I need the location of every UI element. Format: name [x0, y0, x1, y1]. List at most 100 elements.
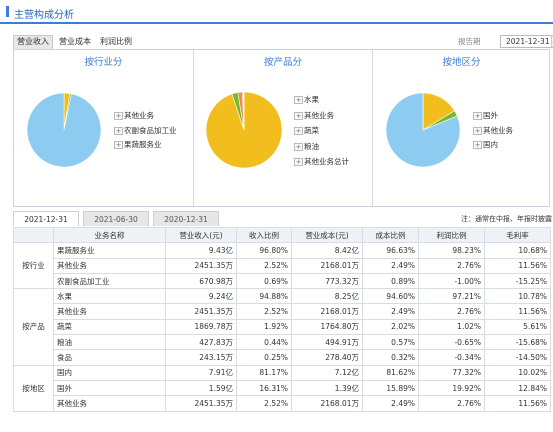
pie-chart-product [205, 91, 283, 169]
expand-plus-icon[interactable]: + [294, 142, 303, 151]
panel-by-industry: 按行业分 其他业务 + 农副食品加工业 + 果蔬服务业 + [14, 50, 193, 206]
tab-revenue[interactable]: 营业收入 [13, 35, 53, 49]
value-cell: 0.57% [362, 334, 419, 351]
date-tab-2020-12-31[interactable]: 2020-12-31 [153, 211, 219, 226]
value-cell: -15.25% [484, 272, 551, 290]
tab-cost[interactable]: 营业成本 [59, 37, 91, 46]
header-business-name: 业务名称 [53, 226, 166, 244]
value-cell: 11.56% [484, 303, 551, 320]
legend-label: 其他业务 [124, 111, 154, 120]
value-cell: 9.43亿 [165, 242, 237, 259]
value-cell: 2168.01万 [291, 303, 363, 320]
table-row: 按地区 国内 7.91亿 81.17% 7.12亿 81.62% 77.32% 10.02% [13, 364, 551, 412]
report-period-label: 报告期 [458, 37, 481, 46]
expand-plus-icon[interactable]: + [294, 127, 303, 135]
value-cell: 94.88% [236, 288, 292, 305]
value-cell: 9.24亿 [165, 288, 237, 305]
value-cell: 2.76% [418, 303, 485, 320]
panel-by-product: 按产品分 水果 + 其他业务 + 蔬菜 + 粮油 + 其他业务总计 + [193, 50, 372, 206]
table-row: 按产品 水果 9.24亿 94.88% 8.25亿 94.60% 97.21% 10.78% [13, 288, 551, 366]
pie-slice [243, 91, 245, 131]
panel-by-region: 按地区分 国外 + 其他业务 + 国内 + [372, 50, 550, 206]
tab-profit-ratio[interactable]: 利润比例 [100, 37, 132, 46]
business-name-cell: 农副食品加工业 [53, 272, 166, 290]
value-cell: 12.84% [484, 379, 551, 397]
business-name-cell: 果蔬服务业 [53, 242, 166, 259]
value-cell: 1.92% [236, 318, 292, 336]
value-cell: 2451.35万 [165, 303, 237, 320]
report-period-value: 2021-12-31 [506, 37, 550, 46]
business-name-cell: 水果 [53, 288, 166, 305]
date-tab-2021-12-31[interactable]: 2021-12-31 [13, 211, 79, 226]
legend-region: 国外 + 其他业务 + 国内 + [473, 111, 549, 151]
value-cell: 15.89% [362, 379, 419, 397]
table-row: 按行业 果蔬服务业 9.43亿 96.80% 8.42亿 96.63% 98.23% 10.6… [13, 242, 551, 290]
report-period-select[interactable]: 2021-12-31 ▼ [500, 35, 553, 48]
metric-tabs: 营业收入 营业成本 利润比例 报告期 2021-12-31 ▼ [13, 35, 553, 49]
pie-chart-region [385, 92, 461, 168]
value-cell: 8.25亿 [291, 288, 363, 305]
legend-label: 其他业务 [304, 110, 334, 120]
table-row: 其他业务 2451.35万 2.52% 2168.01万 2.49% 2.76% 11.56… [14, 303, 551, 320]
table-row: 其他业务 2451.35万 2.52% 2168.01万 2.49% 2.76% 11.56… [14, 395, 551, 412]
value-cell: 96.80% [236, 242, 292, 259]
business-name-cell: 国外 [53, 379, 166, 397]
value-cell: 2.76% [418, 257, 485, 274]
group-label: 按地区 [13, 364, 54, 412]
value-cell: 2168.01万 [291, 257, 363, 274]
header-cost-ratio: 成本比例 [362, 226, 419, 244]
group-label: 按产品 [13, 288, 54, 366]
business-name-cell: 国内 [53, 364, 166, 381]
value-cell: -14.50% [484, 349, 551, 366]
legend-label: 国外 [483, 111, 498, 120]
composition-charts: 按行业分 其他业务 + 农副食品加工业 + 果蔬服务业 + 按产品分 水果 + 其他业务 + 蔬菜… [13, 49, 550, 207]
chevron-down-icon[interactable]: ▼ [551, 36, 553, 47]
legend-label: 国内 [483, 140, 498, 149]
value-cell: 81.62% [362, 364, 419, 381]
value-cell: 16.31% [236, 379, 292, 397]
value-cell: 670.98万 [165, 272, 237, 290]
expand-plus-icon[interactable]: + [114, 126, 123, 135]
business-name-cell: 其他业务 [53, 395, 166, 412]
value-cell: 0.69% [236, 272, 292, 290]
pie-slice [26, 92, 102, 168]
value-cell: 10.78% [484, 288, 551, 305]
value-cell: 427.83万 [165, 334, 237, 351]
expand-plus-icon[interactable]: + [294, 111, 303, 120]
legend-product: 水果 + 其他业务 + 蔬菜 + 粮油 + 其他业务总计 + [294, 95, 372, 167]
value-cell: 11.56% [484, 395, 551, 412]
value-cell: 0.32% [362, 349, 419, 366]
legend-label: 蔬菜 [304, 126, 319, 135]
value-cell: 2451.35万 [165, 395, 237, 412]
date-tab-2021-06-30[interactable]: 2021-06-30 [83, 211, 149, 226]
value-cell: 81.17% [236, 364, 292, 381]
business-name-cell: 其他业务 [53, 257, 166, 274]
value-cell: 98.23% [418, 242, 485, 259]
table-row: 农副食品加工业 670.98万 0.69% 773.32万 0.89% -1.00% -15… [14, 272, 551, 290]
expand-plus-icon[interactable]: + [473, 126, 482, 135]
header-revenue-ratio: 收入比例 [236, 226, 292, 244]
expand-plus-icon[interactable]: + [473, 112, 482, 120]
business-name-cell: 其他业务 [53, 303, 166, 320]
expand-plus-icon[interactable]: + [473, 141, 482, 149]
value-cell: 494.91万 [291, 334, 363, 351]
expand-plus-icon[interactable]: + [114, 141, 123, 149]
value-cell: 1869.78万 [165, 318, 237, 336]
expand-plus-icon[interactable]: + [294, 158, 303, 166]
value-cell: 97.21% [418, 288, 485, 305]
business-name-cell: 食品 [53, 349, 166, 366]
legend-label: 其他业务总计 [304, 157, 349, 166]
value-cell: 773.32万 [291, 272, 363, 290]
value-cell: 7.91亿 [165, 364, 237, 381]
expand-plus-icon[interactable]: + [114, 112, 123, 120]
expand-plus-icon[interactable]: + [294, 96, 303, 104]
composition-table: 业务名称 营业收入(元) 收入比例 营业成本(元) 成本比例 利润比例 毛利率 … [13, 226, 551, 412]
value-cell: -1.00% [418, 272, 485, 290]
panel-title-industry: 按行业分 [84, 57, 123, 68]
value-cell: -0.34% [418, 349, 485, 366]
header-cost: 营业成本(元) [291, 226, 363, 244]
value-cell: 278.40万 [291, 349, 363, 366]
value-cell: 243.15万 [165, 349, 237, 366]
business-name-cell: 粮油 [53, 334, 166, 351]
legend-label: 果蔬服务业 [124, 140, 162, 149]
